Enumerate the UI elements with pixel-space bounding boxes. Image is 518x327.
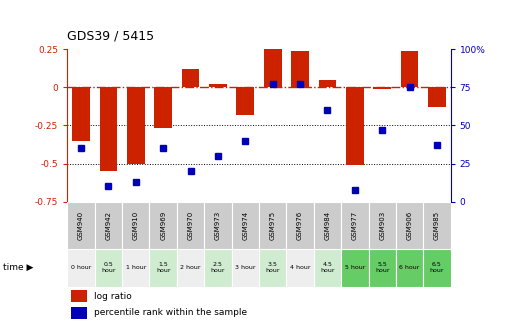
Bar	[72, 87, 90, 141]
Text: 5 hour: 5 hour	[344, 266, 365, 270]
Bar	[396, 202, 423, 249]
Bar	[122, 249, 150, 286]
Text: 2 hour: 2 hour	[180, 266, 201, 270]
Text: GSM940: GSM940	[78, 211, 84, 240]
Text: GSM910: GSM910	[133, 211, 139, 240]
Text: 1.5
hour: 1.5 hour	[156, 263, 170, 273]
Text: 4.5
hour: 4.5 hour	[320, 263, 335, 273]
Text: 6.5
hour: 6.5 hour	[430, 263, 444, 273]
Bar	[259, 202, 286, 249]
Text: 4 hour: 4 hour	[290, 266, 310, 270]
Bar	[368, 202, 396, 249]
Bar	[71, 290, 87, 302]
Text: 5.5
hour: 5.5 hour	[375, 263, 390, 273]
Bar	[341, 249, 368, 286]
Text: GSM903: GSM903	[379, 211, 385, 240]
Bar	[209, 84, 227, 87]
Text: time ▶: time ▶	[3, 263, 33, 272]
Bar	[154, 87, 172, 129]
Bar	[122, 202, 150, 249]
Bar	[95, 249, 122, 286]
Bar	[259, 249, 286, 286]
Bar	[314, 202, 341, 249]
Bar	[177, 249, 204, 286]
Bar	[286, 249, 314, 286]
Bar	[396, 249, 423, 286]
Text: GSM942: GSM942	[105, 211, 111, 240]
Bar	[150, 202, 177, 249]
Text: GSM985: GSM985	[434, 211, 440, 240]
Text: 1 hour: 1 hour	[125, 266, 146, 270]
Text: GSM976: GSM976	[297, 211, 303, 240]
Text: 6 hour: 6 hour	[399, 266, 420, 270]
Bar	[127, 87, 145, 164]
Text: 0.5
hour: 0.5 hour	[101, 263, 116, 273]
Text: log ratio: log ratio	[94, 292, 132, 301]
Bar	[95, 202, 122, 249]
Bar	[346, 87, 364, 165]
Text: GSM974: GSM974	[242, 211, 248, 240]
Text: 2.5
hour: 2.5 hour	[211, 263, 225, 273]
Bar	[204, 249, 232, 286]
Bar	[373, 87, 391, 89]
Bar	[319, 79, 336, 87]
Bar	[423, 249, 451, 286]
Bar	[423, 202, 451, 249]
Bar	[341, 202, 368, 249]
Text: GSM973: GSM973	[215, 211, 221, 240]
Text: 3 hour: 3 hour	[235, 266, 255, 270]
Bar	[264, 47, 282, 87]
Bar	[368, 249, 396, 286]
Bar	[177, 202, 204, 249]
Bar	[232, 202, 259, 249]
Text: GSM977: GSM977	[352, 211, 358, 240]
Bar	[401, 51, 419, 87]
Bar	[428, 87, 446, 107]
Text: GSM970: GSM970	[188, 211, 194, 240]
Text: GSM906: GSM906	[407, 211, 413, 240]
Bar	[150, 249, 177, 286]
Bar	[314, 249, 341, 286]
Bar	[67, 202, 95, 249]
Bar	[291, 51, 309, 87]
Bar	[71, 307, 87, 319]
Bar	[99, 87, 117, 171]
Text: percentile rank within the sample: percentile rank within the sample	[94, 308, 247, 318]
Text: GSM984: GSM984	[324, 211, 330, 240]
Bar	[286, 202, 314, 249]
Text: 3.5
hour: 3.5 hour	[265, 263, 280, 273]
Bar	[236, 87, 254, 115]
Text: 0 hour: 0 hour	[71, 266, 91, 270]
Text: GSM975: GSM975	[270, 211, 276, 240]
Text: GSM969: GSM969	[160, 211, 166, 240]
Bar	[204, 202, 232, 249]
Bar	[182, 69, 199, 87]
Bar	[67, 249, 95, 286]
Bar	[232, 249, 259, 286]
Text: GDS39 / 5415: GDS39 / 5415	[67, 29, 154, 43]
